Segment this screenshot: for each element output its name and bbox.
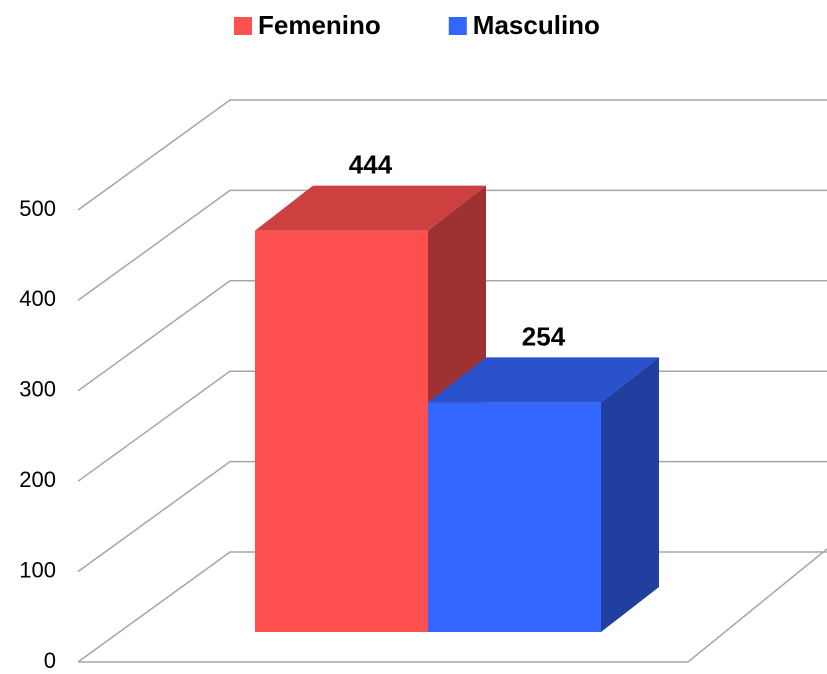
y-tick-label: 200	[19, 467, 56, 492]
bar-top	[255, 185, 486, 231]
bar-top	[428, 357, 659, 403]
grid-line	[77, 189, 827, 302]
bar	[428, 402, 601, 632]
data-label-box	[514, 320, 573, 355]
data-label: 444	[349, 149, 393, 179]
legend-label: Femenino	[258, 10, 381, 40]
bar-side	[601, 357, 659, 632]
legend-label: Masculino	[473, 10, 600, 40]
y-tick-label: 300	[19, 377, 56, 402]
y-tick-label: 400	[19, 286, 56, 311]
data-label-box	[341, 148, 400, 183]
bar	[255, 230, 428, 632]
legend-swatch	[234, 17, 252, 35]
y-tick-label: 100	[19, 557, 56, 582]
y-tick-label: 500	[19, 196, 56, 221]
grid-line	[77, 280, 827, 392]
legend-swatch	[448, 17, 467, 35]
floor	[78, 548, 827, 663]
grid-line	[77, 99, 827, 211]
y-tick-label: 0	[44, 648, 56, 673]
data-label: 254	[522, 321, 566, 351]
